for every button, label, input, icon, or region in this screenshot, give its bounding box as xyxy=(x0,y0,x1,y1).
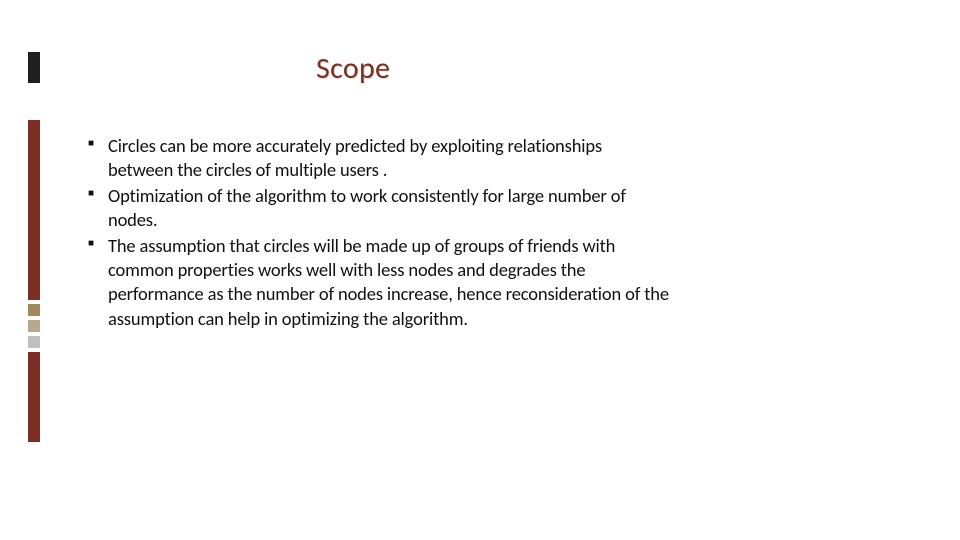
bullet-item: Optimization of the algorithm to work co… xyxy=(88,184,670,233)
bullet-list: Circles can be more accurately predicted… xyxy=(88,134,670,331)
accent-segment xyxy=(28,320,40,332)
bullet-item: The assumption that circles will be made… xyxy=(88,234,670,332)
accent-segment xyxy=(28,336,40,348)
content-area: Circles can be more accurately predicted… xyxy=(88,134,670,332)
accent-segment xyxy=(28,304,40,316)
accent-top-block xyxy=(28,52,40,83)
accent-segment xyxy=(28,352,40,442)
slide-title: Scope xyxy=(316,50,390,87)
bullet-item: Circles can be more accurately predicted… xyxy=(88,134,670,183)
accent-left-rail xyxy=(28,120,40,470)
accent-segment xyxy=(28,120,40,300)
slide: Scope Circles can be more accurately pre… xyxy=(0,0,960,540)
